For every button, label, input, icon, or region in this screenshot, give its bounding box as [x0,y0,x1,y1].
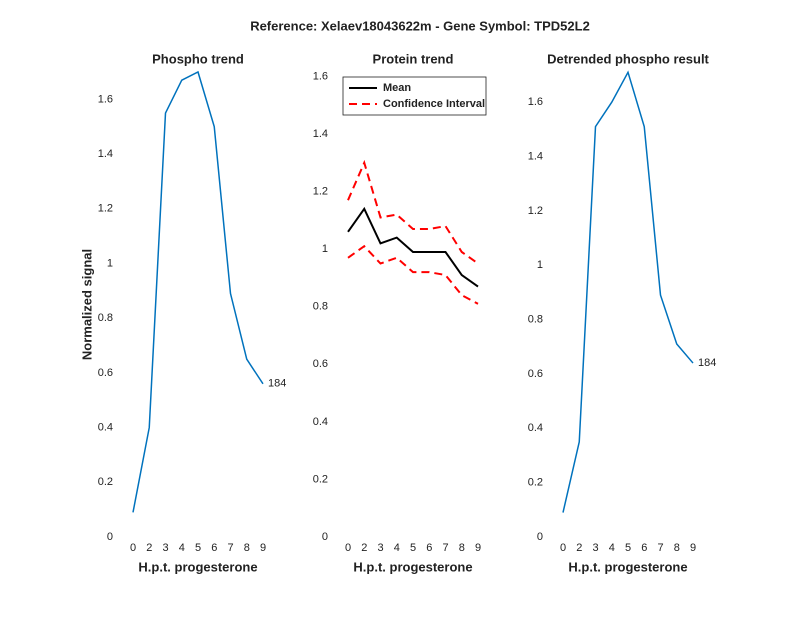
figure-title: Reference: Xelaev18043622m - Gene Symbol… [250,18,590,33]
point-annotation: 184 [698,357,716,369]
y-tick-label: 1.2 [98,203,113,215]
y-tick-label: 0.6 [98,367,113,379]
x-tick-label: 9 [260,542,266,554]
x-axis-label: H.p.t. progesterone [353,559,472,574]
y-tick-label: 1.6 [313,70,328,82]
x-tick-label: 0 [345,542,351,554]
x-tick-label: 7 [227,542,233,554]
series-line [347,159,479,265]
x-tick-label: 4 [394,542,400,554]
legend-label: Mean [383,82,411,94]
x-axis-label: H.p.t. progesterone [138,559,257,574]
y-tick-label: 1.2 [313,185,328,197]
y-tick-label: 0.8 [313,301,328,313]
y-tick-label: 0 [537,531,543,543]
x-axis-label: H.p.t. progesterone [568,559,687,574]
y-tick-label: 0.8 [98,312,113,324]
x-tick-label: 0 [560,542,566,554]
x-tick-label: 6 [641,542,647,554]
x-tick-label: 2 [361,542,367,554]
y-tick-label: 0.8 [528,313,543,325]
y-tick-label: 0 [107,531,113,543]
y-axis-label: Normalized signal [79,249,94,360]
y-tick-label: 1.4 [313,128,328,140]
x-tick-label: 2 [146,542,152,554]
series-line [347,244,479,305]
x-tick-label: 3 [377,542,383,554]
legend-box [342,76,487,116]
y-tick-label: 1 [322,243,328,255]
x-tick-label: 5 [625,542,631,554]
y-tick-label: 1 [537,259,543,271]
subplot-title: Protein trend [373,51,454,66]
y-tick-label: 0.6 [313,358,328,370]
y-tick-label: 1.6 [98,93,113,105]
y-tick-label: 0.6 [528,368,543,380]
x-tick-label: 0 [130,542,136,554]
x-tick-label: 2 [576,542,582,554]
y-tick-label: 1.4 [98,148,113,160]
x-tick-label: 7 [657,542,663,554]
series-line [347,206,479,288]
y-tick-label: 1 [107,257,113,269]
x-tick-label: 4 [609,542,615,554]
x-tick-label: 4 [179,542,185,554]
x-tick-label: 8 [459,542,465,554]
point-annotation: 184 [268,378,286,390]
legend-label: Confidence Interval [383,98,485,110]
y-tick-label: 0.4 [98,421,113,433]
subplot-title: Phospho trend [152,51,244,66]
x-tick-label: 6 [211,542,217,554]
x-tick-label: 9 [475,542,481,554]
y-tick-label: 0.4 [313,416,328,428]
x-tick-label: 5 [410,542,416,554]
series-line [562,70,694,513]
y-tick-label: 1.6 [528,96,543,108]
y-tick-label: 0.2 [528,477,543,489]
x-tick-label: 3 [592,542,598,554]
x-tick-label: 9 [690,542,696,554]
x-tick-label: 7 [442,542,448,554]
x-tick-label: 6 [426,542,432,554]
x-tick-label: 5 [195,542,201,554]
y-tick-label: 1.4 [528,150,543,162]
x-tick-label: 3 [162,542,168,554]
y-tick-label: 0.2 [98,476,113,488]
y-tick-label: 0.4 [528,422,543,434]
x-tick-label: 8 [674,542,680,554]
x-tick-label: 8 [244,542,250,554]
subplot-title: Detrended phospho result [547,51,709,66]
y-tick-label: 1.2 [528,205,543,217]
y-tick-label: 0 [322,531,328,543]
y-tick-label: 0.2 [313,473,328,485]
series-line [132,70,264,513]
